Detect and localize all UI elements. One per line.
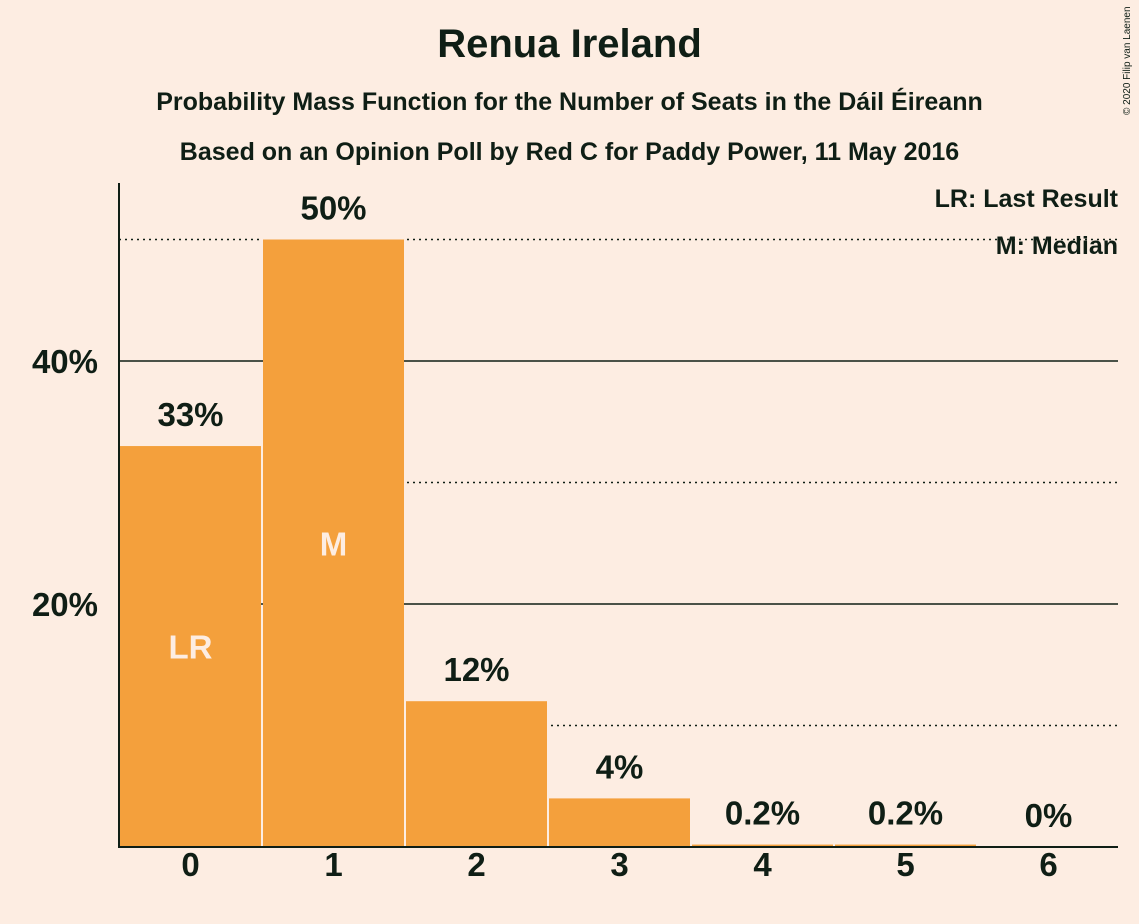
bar-0 <box>120 446 261 847</box>
data-label-1: 50% <box>300 190 366 227</box>
x-tick-label-4: 4 <box>753 846 772 883</box>
x-tick-label-0: 0 <box>181 846 199 883</box>
x-tick-label-5: 5 <box>896 846 914 883</box>
bar-1 <box>263 239 404 847</box>
data-label-0: 33% <box>157 396 223 433</box>
bar-5 <box>835 844 976 847</box>
bar-3 <box>549 798 690 847</box>
data-label-3: 4% <box>596 748 644 785</box>
bar-annotation-m: M <box>320 525 348 562</box>
data-label-4: 0.2% <box>725 795 800 832</box>
chart-title: Renua Ireland <box>437 22 702 66</box>
data-label-6: 0% <box>1025 797 1073 834</box>
x-tick-label-6: 6 <box>1039 846 1057 883</box>
y-tick-label-40: 40% <box>32 343 98 380</box>
bar-4 <box>692 844 833 847</box>
y-tick-label-20: 20% <box>32 586 98 623</box>
legend-median: M: Median <box>995 232 1118 260</box>
x-tick-label-3: 3 <box>610 846 628 883</box>
bar-2 <box>406 701 547 847</box>
bar-annotation-lr: LR <box>169 629 213 666</box>
legend-last-result: LR: Last Result <box>934 185 1118 213</box>
chart-subtitle: Probability Mass Function for the Number… <box>156 88 983 116</box>
x-tick-label-1: 1 <box>324 846 342 883</box>
x-tick-label-2: 2 <box>467 846 485 883</box>
data-label-5: 0.2% <box>868 795 943 832</box>
chart-subtitle-source: Based on an Opinion Poll by Red C for Pa… <box>179 138 960 166</box>
data-label-2: 12% <box>443 651 509 688</box>
